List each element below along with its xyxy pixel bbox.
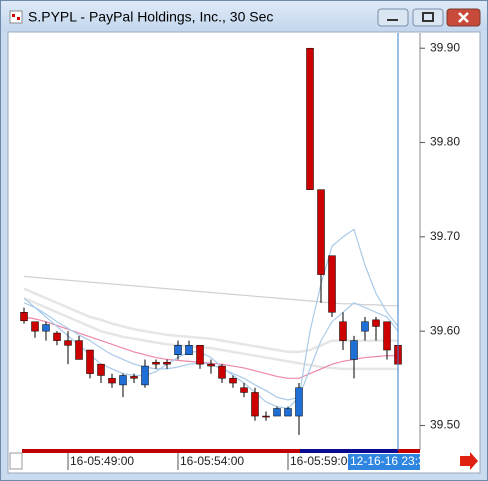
candle-body [240, 387, 248, 393]
candle-body [317, 189, 325, 275]
candle-body [75, 340, 83, 360]
candle-body [64, 340, 72, 346]
candle-body [20, 312, 28, 322]
candle-body [152, 362, 160, 365]
app-icon [12, 14, 15, 17]
x-tick-label: 16-05:59:00 [290, 454, 354, 468]
candle-body [174, 345, 182, 355]
candle-body [328, 255, 336, 313]
moving-average [23, 296, 398, 371]
scrollbar-track[interactable] [22, 449, 420, 453]
candle-body [119, 375, 127, 386]
candle-body [350, 340, 358, 360]
candle-body [339, 321, 347, 341]
minimize-icon [387, 19, 398, 21]
cursor-label-box [348, 454, 420, 470]
window-title: S.PYPL - PayPal Holdings, Inc., 30 Sec [28, 9, 273, 25]
candle-body [42, 324, 50, 332]
scrollbar-thumb[interactable] [300, 449, 398, 453]
candle-body [361, 321, 369, 332]
candle-body [163, 362, 171, 365]
y-tick-label: 39.70 [430, 229, 460, 243]
maximize-icon [422, 12, 434, 22]
y-tick-label: 39.80 [430, 135, 460, 149]
app-icon [17, 17, 20, 20]
candle-body [383, 321, 391, 351]
candle-body [108, 378, 116, 384]
minimize-button[interactable] [377, 8, 409, 27]
candle-body [229, 378, 237, 384]
candle-body [207, 363, 215, 367]
candle-body [306, 47, 314, 190]
maximize-button[interactable] [412, 8, 444, 27]
scroll-right-arrow[interactable] [460, 452, 478, 470]
candle-body [31, 321, 39, 332]
plot: 39.50 39.60 39.70 39.80 39.90 16-05:49:00 16-0… [20, 33, 460, 470]
candle-body [97, 363, 105, 376]
candle-body [284, 408, 292, 417]
chart-area [7, 31, 481, 474]
candle-body [262, 415, 270, 418]
moving-average [23, 287, 398, 354]
app-icon [9, 10, 23, 24]
y-tick-label: 39.50 [430, 418, 460, 432]
x-tick-label: 16-05:49:00 [70, 454, 134, 468]
scroll-box[interactable] [9, 452, 23, 470]
y-tick-label: 39.90 [430, 40, 460, 54]
candle-body [130, 376, 138, 379]
candle-body [251, 392, 259, 417]
candle-body [196, 345, 204, 365]
candle-body [141, 365, 149, 386]
y-tick-label: 39.60 [430, 323, 460, 337]
candle-body [273, 408, 281, 417]
x-tick-label: 16-05:54:00 [180, 454, 244, 468]
candle-body [218, 365, 226, 379]
candle-body [86, 349, 94, 374]
candle-body [185, 345, 193, 355]
candle-body [53, 332, 61, 341]
candle-body [372, 319, 380, 327]
candle-body [295, 387, 303, 417]
close-icon [458, 12, 469, 23]
cursor-label: 12-16-16 23:34:00 [350, 454, 448, 468]
